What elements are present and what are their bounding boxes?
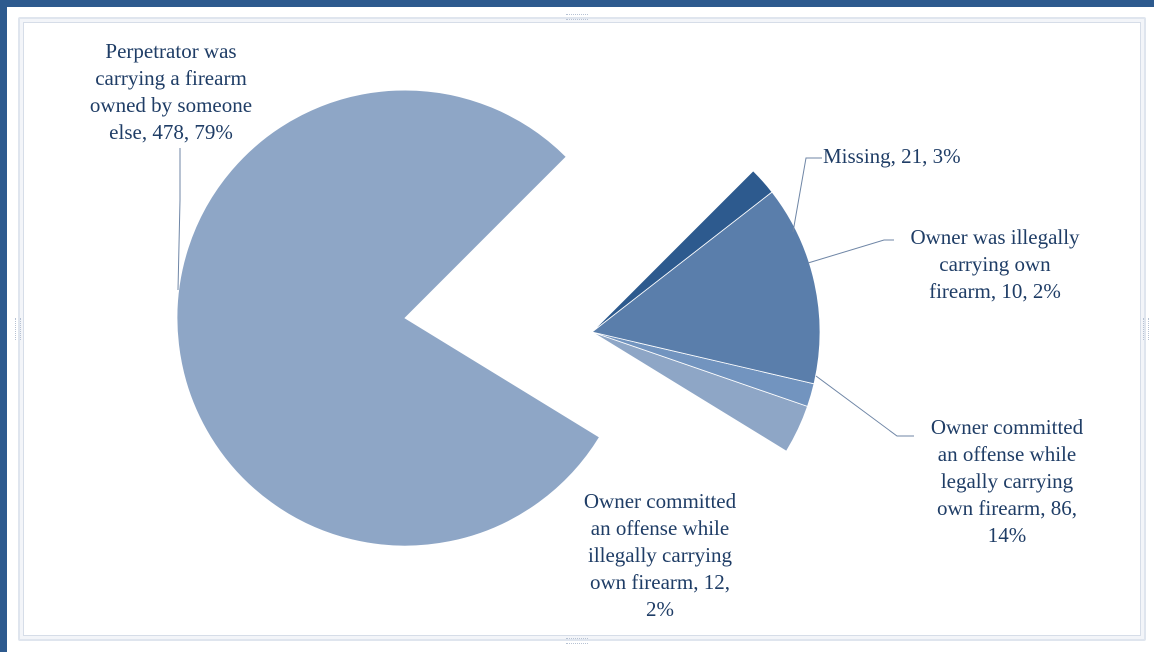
leader-line-offense-legally [815,375,914,437]
resize-handle-bottom[interactable] [566,638,588,644]
resize-handle-right[interactable] [1143,318,1149,340]
leader-line-missing [792,157,822,233]
data-label-missing: Missing, 21, 3% [823,144,961,168]
data-label-offense-illegally-carrying: Owner committed an offense while illegal… [583,489,737,621]
leader-line-perpetrator [177,148,181,291]
chart-plot-frame [18,17,1146,641]
leader-line-owner-illegally [807,239,894,264]
slice-offense-illegally-carrying [591,170,773,333]
slice-offense-legally-carrying [591,191,821,385]
data-label-perpetrator-other-owner: Perpetrator was carrying a firearm owned… [89,39,253,144]
data-label-owner-illegally-carrying: Owner was illegally carrying own firearm… [910,225,1080,303]
resize-handle-left[interactable] [15,318,21,340]
resize-handle-top[interactable] [566,14,588,20]
data-label-offense-legally-carrying: Owner committed an offense while legally… [930,415,1084,547]
slice-perpetrator-other-owner [176,89,600,547]
